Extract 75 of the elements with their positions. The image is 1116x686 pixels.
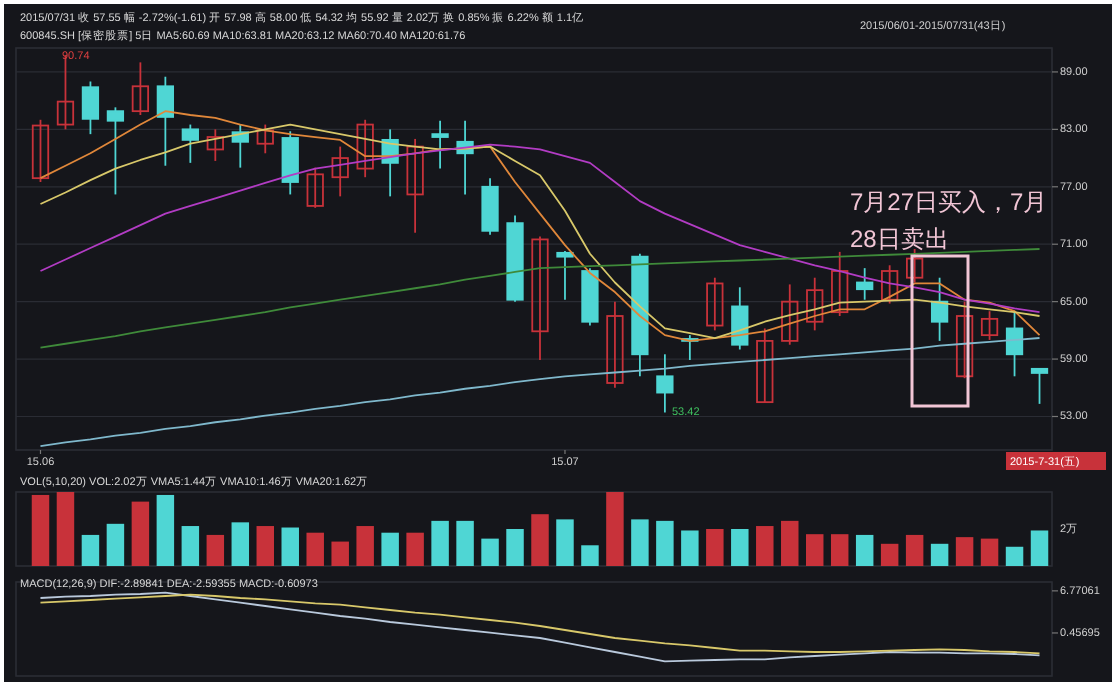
candlestick: [806, 276, 824, 332]
bar: [581, 545, 599, 566]
candlestick: [1030, 367, 1049, 405]
candlestick: [431, 119, 449, 170]
candlestick: [31, 118, 50, 183]
candlestick: [356, 118, 374, 179]
bar: [1005, 546, 1024, 566]
bar: [256, 526, 275, 566]
bar: [905, 534, 924, 566]
bar: [880, 543, 899, 566]
annotation: 7月27日买入，7月28日卖出: [850, 188, 1048, 254]
bar: [206, 534, 225, 566]
bar: [56, 492, 75, 566]
candlestick: [256, 123, 274, 155]
candlestick: [206, 128, 224, 162]
bar: [781, 520, 799, 566]
bar: [855, 534, 874, 566]
bar: [955, 537, 974, 566]
bar: [131, 501, 150, 566]
line-series: [39, 248, 1041, 349]
candlestick: [81, 80, 100, 136]
candlestick: [131, 61, 150, 116]
bar: [181, 526, 200, 566]
bar: [431, 520, 449, 566]
candlestick: [281, 130, 299, 196]
candlestick: [656, 353, 674, 414]
bar: [81, 534, 100, 566]
candlestick: [856, 267, 874, 301]
candlestick: [930, 276, 949, 342]
candlestick: [531, 235, 549, 361]
candlestick: [156, 75, 175, 167]
candlestick: [881, 264, 899, 305]
bar: [706, 529, 724, 566]
bar: [481, 538, 499, 566]
bar: [556, 519, 574, 566]
candlestick: [106, 106, 125, 196]
bar: [531, 514, 549, 566]
candlestick: [781, 283, 799, 346]
candlestick: [406, 138, 424, 234]
candlestick: [1005, 311, 1024, 378]
bar: [31, 494, 50, 566]
bar: [406, 532, 424, 566]
bar: [606, 492, 624, 566]
bar: [830, 534, 849, 566]
candlestick: [306, 166, 324, 209]
bar: [631, 519, 649, 566]
bar: [231, 522, 250, 566]
bar: [381, 532, 399, 566]
bar: [356, 526, 374, 566]
bar: [980, 538, 999, 566]
bar: [306, 532, 324, 566]
bar: [456, 520, 474, 566]
candlestick: [331, 145, 349, 198]
bar: [805, 534, 824, 566]
candlestick: [831, 250, 849, 317]
bar: [656, 520, 674, 566]
candlestick: [905, 248, 924, 284]
bar: [731, 529, 749, 566]
bar: [506, 529, 524, 566]
candlestick: [955, 300, 974, 380]
candlestick: [606, 300, 624, 389]
bar: [281, 527, 299, 566]
bar: [106, 523, 125, 566]
bar: [681, 530, 699, 566]
candlestick: [181, 123, 199, 164]
bar: [1030, 530, 1049, 566]
candlestick: [706, 276, 724, 332]
bar: [756, 526, 774, 566]
bar: [930, 543, 949, 566]
bar: [156, 494, 175, 566]
candlestick: [756, 327, 774, 404]
bar: [331, 541, 349, 566]
candlestick: [556, 250, 574, 301]
candlestick: [980, 310, 999, 341]
candlestick: [481, 177, 499, 236]
